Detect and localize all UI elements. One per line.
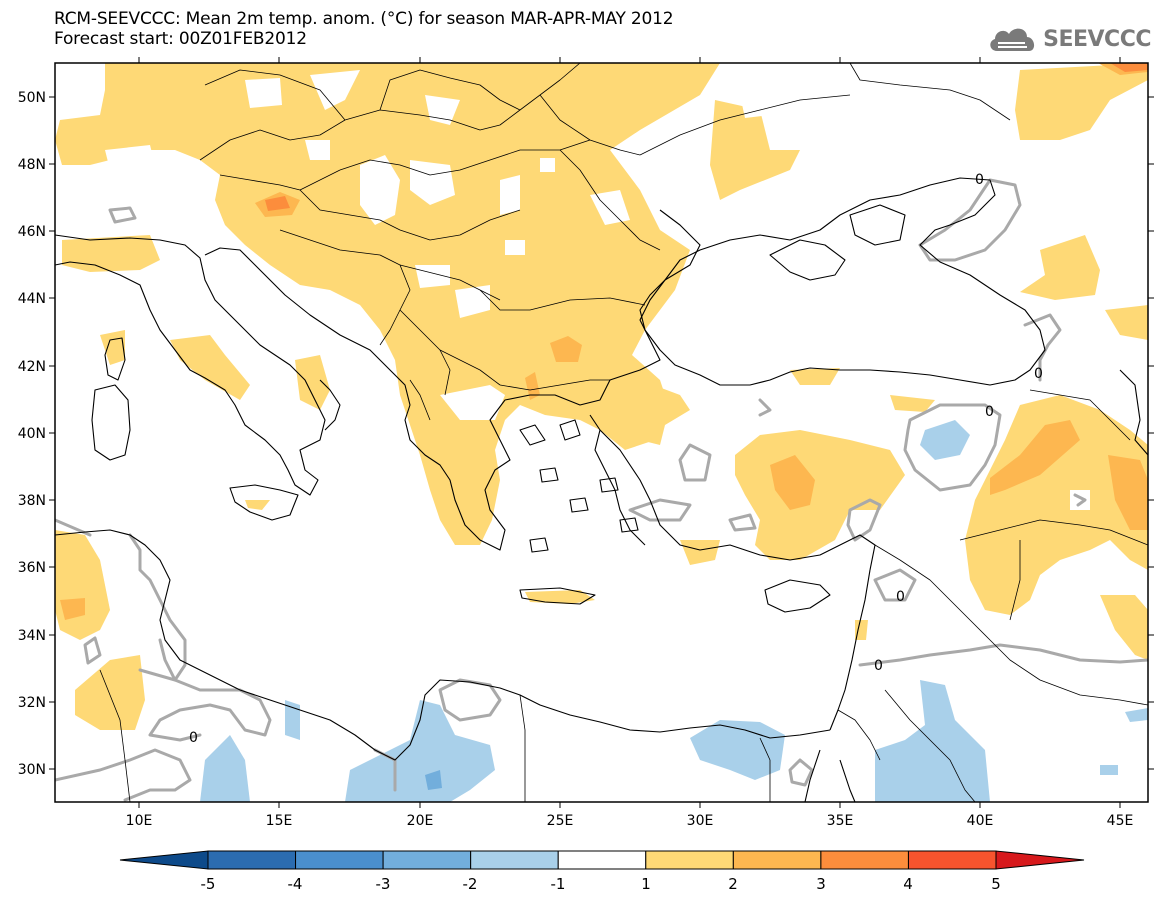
lat-label: 40N bbox=[18, 426, 46, 442]
contour-label-0: 0 bbox=[896, 589, 905, 605]
longitude-axis bbox=[138, 57, 1121, 808]
seevccc-logo: SEEVCCC bbox=[987, 22, 1151, 56]
contour-label-0: 0 bbox=[1034, 366, 1043, 382]
lon-label: 45E bbox=[1107, 813, 1134, 829]
map-fields: 0 0 0 0 0 0 bbox=[55, 63, 1148, 802]
colorbar-cell bbox=[295, 850, 384, 870]
colorbar-cell bbox=[907, 850, 997, 870]
lat-label: 36N bbox=[18, 560, 46, 576]
colorbar-labels: -5 -4 -3 -2 -1 1 2 3 4 5 bbox=[201, 875, 1001, 893]
logo-text: SEEVCCC bbox=[1043, 26, 1151, 52]
longitude-labels: 10E 15E 20E 25E 30E 35E 40E 45E bbox=[126, 813, 1134, 829]
anomaly-warm-3-4 bbox=[265, 63, 1148, 211]
borders bbox=[99, 63, 1148, 802]
lon-label: 30E bbox=[687, 813, 714, 829]
colorbar-label: 5 bbox=[991, 875, 1001, 893]
title-line-1: RCM-SEEVCCC: Mean 2m temp. anom. (°C) fo… bbox=[54, 9, 674, 29]
colorbar-label: -3 bbox=[376, 875, 391, 893]
lon-label: 10E bbox=[126, 813, 153, 829]
lat-label: 32N bbox=[18, 695, 46, 711]
colorbar-cell bbox=[470, 850, 559, 870]
anomaly-cool-2-3 bbox=[425, 770, 442, 790]
colorbar-label: -1 bbox=[551, 875, 566, 893]
lat-label: 34N bbox=[18, 628, 46, 644]
contour-label-0: 0 bbox=[975, 172, 984, 188]
colorbar-label: -4 bbox=[288, 875, 303, 893]
lat-label: 46N bbox=[18, 224, 46, 240]
lat-label: 42N bbox=[18, 359, 46, 375]
anomaly-warm-1-2 bbox=[55, 63, 1148, 730]
colorbar-cell bbox=[820, 850, 909, 870]
contour-label-0: 0 bbox=[985, 404, 994, 420]
latitude-axis bbox=[49, 96, 1154, 770]
lon-label: 25E bbox=[547, 813, 574, 829]
colorbar-cell bbox=[645, 850, 734, 870]
colorbar-high-triangle bbox=[995, 850, 1085, 870]
colorbar: -5 -4 -3 -2 -1 1 2 3 4 5 bbox=[119, 850, 1085, 893]
colorbar-low-triangle bbox=[119, 850, 209, 870]
colorbar-label: 4 bbox=[903, 875, 913, 893]
colorbar-label: 2 bbox=[728, 875, 738, 893]
lat-label: 44N bbox=[18, 291, 46, 307]
lon-label: 40E bbox=[967, 813, 994, 829]
colorbar-label: -2 bbox=[463, 875, 478, 893]
colorbar-cell bbox=[382, 850, 472, 870]
anomaly-warm-2-3 bbox=[60, 63, 1148, 620]
zero-contours bbox=[55, 178, 1148, 802]
colorbar-cells bbox=[207, 850, 997, 870]
lat-label: 30N bbox=[18, 762, 46, 778]
map-title: RCM-SEEVCCC: Mean 2m temp. anom. (°C) fo… bbox=[54, 9, 674, 49]
latitude-labels: 50N 48N 46N 44N 42N 40N 38N 36N 34N 32N … bbox=[18, 90, 46, 778]
lon-label: 15E bbox=[266, 813, 293, 829]
lat-label: 48N bbox=[18, 157, 46, 173]
colorbar-cell bbox=[557, 850, 647, 870]
contour-label-0: 0 bbox=[189, 730, 198, 746]
coastlines bbox=[55, 177, 1148, 802]
lat-label: 50N bbox=[18, 90, 46, 106]
colorbar-cell bbox=[732, 850, 822, 870]
contour-label-0: 0 bbox=[874, 658, 883, 674]
cloud-icon bbox=[990, 28, 1035, 51]
colorbar-label: 3 bbox=[816, 875, 826, 893]
title-line-2: Forecast start: 00Z01FEB2012 bbox=[54, 29, 307, 49]
contour-labels: 0 0 0 0 0 0 bbox=[189, 172, 1043, 746]
colorbar-label: 1 bbox=[641, 875, 651, 893]
lat-label: 38N bbox=[18, 493, 46, 509]
lon-label: 20E bbox=[407, 813, 434, 829]
colorbar-cell bbox=[207, 850, 297, 870]
colorbar-label: -5 bbox=[201, 875, 216, 893]
lon-label: 35E bbox=[827, 813, 854, 829]
